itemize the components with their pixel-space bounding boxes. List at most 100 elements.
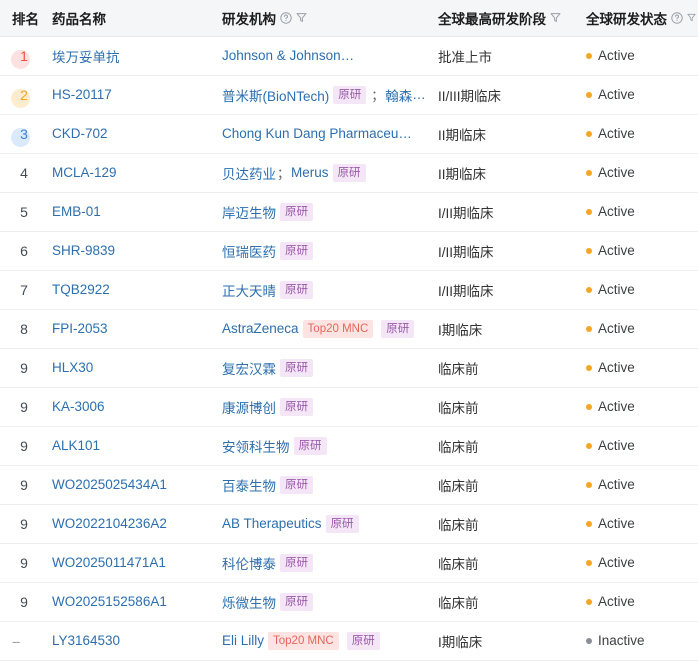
drug-name-link[interactable]: WO2025011471A1 xyxy=(52,555,166,570)
organization-link[interactable]: 康源博创 xyxy=(222,400,276,416)
rank-badge: 9 xyxy=(12,356,36,380)
table-row[interactable]: 9 KA-3006 康源博创 原研 临床前 Active xyxy=(0,387,698,427)
organization-list: 康源博创 原研 xyxy=(222,397,434,417)
organization-link[interactable]: 翰森 xyxy=(385,88,413,104)
table-row[interactable]: 3 CKD-702 Chong Kun Dang Pharmaceu… II期临床 Ac… xyxy=(0,114,698,154)
column-header-status[interactable]: 全球研发状态 xyxy=(582,0,698,37)
column-header-inner: 全球最高研发阶段 xyxy=(438,8,582,28)
drug-name-link[interactable]: MCLA-129 xyxy=(52,165,117,180)
table-row[interactable]: 2 HS-20117 普米斯(BioNTech) 原研 ；翰森… II/III期临床 Act… xyxy=(0,75,698,115)
cell-status: Active xyxy=(582,114,698,154)
rank-badge: 9 xyxy=(12,512,36,536)
organization-list: 贝达药业； Merus 原研 xyxy=(222,163,434,183)
organization-link[interactable]: 复宏汉霖 xyxy=(222,361,276,377)
drug-name-link[interactable]: HLX30 xyxy=(52,360,94,375)
drug-name-link[interactable]: ALK101 xyxy=(52,438,101,453)
organization-link[interactable]: AB Therapeutics xyxy=(222,516,322,531)
organization-link[interactable]: 恒瑞医药 xyxy=(222,244,276,260)
cell-drug-name: WO2025152586A1 xyxy=(46,582,216,622)
cell-status: Active xyxy=(582,582,698,622)
table-row[interactable]: -- LY3164530 Eli Lilly Top20 MNC 原研 I期临床 Inact… xyxy=(0,621,698,661)
cell-highest-phase: II/III期临床 xyxy=(434,75,582,115)
cell-drug-name: TQB2922 xyxy=(46,270,216,310)
phase-value: 临床前 xyxy=(438,595,479,611)
drug-name-link[interactable]: CKD-702 xyxy=(52,126,108,141)
phase-value: 批准上市 xyxy=(438,49,492,65)
drug-name-link[interactable]: WO2025025434A1 xyxy=(52,477,167,492)
cell-organization: 康源博创 原研 xyxy=(216,387,434,427)
organization-link[interactable]: Chong Kun Dang Pharmaceu xyxy=(222,126,399,141)
table-row[interactable]: 6 SHR-9839 恒瑞医药 原研 I/II期临床 Active xyxy=(0,231,698,271)
organization-link[interactable]: 科伦博泰 xyxy=(222,556,276,572)
column-header-phase[interactable]: 全球最高研发阶段 xyxy=(434,0,582,37)
cell-organization: AB Therapeutics 原研 xyxy=(216,504,434,544)
rank-highlight-blob xyxy=(11,127,30,147)
column-header-name[interactable]: 药品名称 xyxy=(46,0,216,37)
table-row[interactable]: 7 TQB2922 正大天晴 原研 I/II期临床 Active xyxy=(0,270,698,310)
cell-highest-phase: 临床前 xyxy=(434,348,582,388)
cell-rank: 9 xyxy=(0,504,46,544)
drug-name-link[interactable]: HS-20117 xyxy=(52,87,112,102)
table-row[interactable]: 9 WO2022104236A2 AB Therapeutics 原研 临床前 Activ… xyxy=(0,504,698,544)
cell-status: Inactive xyxy=(582,621,698,661)
help-circle-icon[interactable] xyxy=(671,12,683,24)
filter-icon[interactable] xyxy=(550,12,561,23)
tag-top20-mnc: Top20 MNC xyxy=(268,631,339,650)
phase-value: 临床前 xyxy=(438,478,479,494)
table-row[interactable]: 9 WO2025025434A1 百泰生物 原研 临床前 Active xyxy=(0,465,698,505)
organization-link[interactable]: 岸迈生物 xyxy=(222,205,276,221)
status-dot-icon xyxy=(586,520,592,527)
phase-value: I/II期临床 xyxy=(438,205,494,221)
table-row[interactable]: 1 埃万妥单抗 Johnson & Johnson… 批准上市 Active xyxy=(0,36,698,76)
drug-name-link[interactable]: SHR-9839 xyxy=(52,243,116,258)
drug-name-link[interactable]: WO2025152586A1 xyxy=(52,594,167,609)
organization-link[interactable]: Merus xyxy=(291,165,329,180)
organization-link[interactable]: 正大天晴 xyxy=(222,283,276,299)
organization-link[interactable]: 烁微生物 xyxy=(222,595,276,611)
cell-highest-phase: II期临床 xyxy=(434,114,582,154)
table-row[interactable]: 4 MCLA-129 贝达药业； Merus 原研 II期临床 Active xyxy=(0,153,698,193)
drug-name-link[interactable]: EMB-01 xyxy=(52,204,101,219)
organization-link[interactable]: Eli Lilly xyxy=(222,633,265,648)
organization-link[interactable]: 普米斯(BioNTech) xyxy=(222,88,330,104)
column-header-org[interactable]: 研发机构 xyxy=(216,0,434,37)
rank-badge: 9 xyxy=(12,434,36,458)
table-row[interactable]: 5 EMB-01 岸迈生物 原研 I/II期临床 Active xyxy=(0,192,698,232)
table-row[interactable]: 9 HLX30 复宏汉霖 原研 临床前 Active xyxy=(0,348,698,388)
organization-link[interactable]: 安领科生物 xyxy=(222,439,290,455)
cell-status: Active xyxy=(582,36,698,76)
column-header-rank[interactable]: 排名 xyxy=(0,0,46,37)
phase-value: II/III期临床 xyxy=(438,88,502,104)
drug-name-link[interactable]: 埃万妥单抗 xyxy=(52,49,120,65)
drug-name-link[interactable]: LY3164530 xyxy=(52,633,121,648)
organization-link[interactable]: Johnson & Johnson xyxy=(222,48,341,63)
organization-link[interactable]: AstraZeneca xyxy=(222,321,299,336)
column-header-label: 排名 xyxy=(12,11,39,27)
table-row[interactable]: 9 WO2025011471A1 科伦博泰 原研 临床前 Active xyxy=(0,543,698,583)
status-badge: Active xyxy=(586,399,698,414)
table-row[interactable]: 9 ALK101 安领科生物 原研 临床前 Active xyxy=(0,426,698,466)
cell-rank: 3 xyxy=(0,114,46,154)
table-row[interactable]: 9 WO2025152586A1 烁微生物 原研 临床前 Active xyxy=(0,582,698,622)
column-header-inner: 药品名称 xyxy=(52,8,216,28)
organization-link[interactable]: 百泰生物 xyxy=(222,478,276,494)
table-row[interactable]: 8 FPI-2053 AstraZeneca Top20 MNC 原研 I期临床 Activ… xyxy=(0,309,698,349)
filter-icon[interactable] xyxy=(687,12,696,23)
table-header-row: 排名 药品名称 研发机构 全球最高研发阶段 全球研发状态 xyxy=(0,0,698,37)
drug-name-link[interactable]: WO2022104236A2 xyxy=(52,516,167,531)
cell-drug-name: LY3164530 xyxy=(46,621,216,661)
cell-drug-name: SHR-9839 xyxy=(46,231,216,271)
cell-status: Active xyxy=(582,192,698,232)
drug-name-link[interactable]: FPI-2053 xyxy=(52,321,108,336)
status-badge: Active xyxy=(586,516,698,531)
cell-highest-phase: 批准上市 xyxy=(434,36,582,76)
cell-drug-name: WO2025011471A1 xyxy=(46,543,216,583)
drug-name-link[interactable]: KA-3006 xyxy=(52,399,105,414)
cell-status: Active xyxy=(582,231,698,271)
phase-value: I期临床 xyxy=(438,322,483,338)
drug-name-link[interactable]: TQB2922 xyxy=(52,282,110,297)
organization-link[interactable]: 贝达药业 xyxy=(222,166,276,182)
rank-badge: 8 xyxy=(12,317,36,341)
filter-icon[interactable] xyxy=(296,12,307,23)
help-circle-icon[interactable] xyxy=(280,12,292,24)
